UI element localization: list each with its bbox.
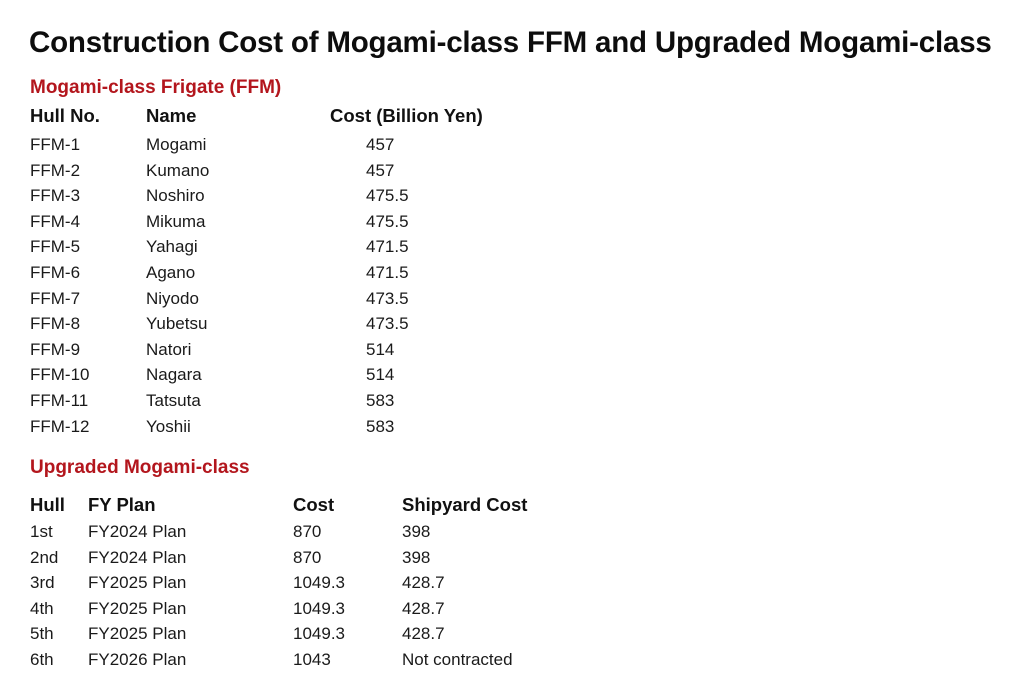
cost-cell: 471.5 xyxy=(366,263,409,282)
hull-no-cell: FFM-8 xyxy=(30,314,81,334)
hull-cell: 2nd xyxy=(30,547,59,567)
table-row: FFM-2 Kumano 457 xyxy=(0,161,1024,186)
hull-cell: 4th xyxy=(30,598,54,618)
upgraded-section-heading: Upgraded Mogami-class xyxy=(30,457,250,478)
table-row: FFM-9 Natori 514 xyxy=(0,340,1024,365)
hull-no-cell: FFM-10 xyxy=(30,365,90,385)
cost-cell: 1049.3 xyxy=(293,573,345,593)
table-row: FFM-5 Yahagi 471.5 xyxy=(0,237,1024,262)
ffm-section-heading: Mogami-class Frigate (FFM) xyxy=(30,77,282,98)
table-row: FFM-10 Nagara 514 xyxy=(0,365,1024,390)
cost-cell: 471.5 xyxy=(366,237,409,257)
shipyard-cost-cell: Not contracted xyxy=(402,650,513,669)
shipyard-cost-cell: 428.7 xyxy=(402,624,445,644)
table-row: FFM-4 Mikuma 475.5 xyxy=(0,212,1024,237)
cost-cell: 473.5 xyxy=(366,314,409,334)
table-row: 5th FY2025 Plan 1049.3 428.7 xyxy=(0,624,1024,649)
fy-plan-cell: FY2025 Plan xyxy=(88,624,187,644)
table-row: 2nd FY2024 Plan 870 398 xyxy=(0,548,1024,573)
name-cell: Mikuma xyxy=(146,211,206,231)
hull-no-cell: FFM-9 xyxy=(30,339,81,359)
cost-cell: 457 xyxy=(366,160,395,180)
hull-cell: 5th xyxy=(30,624,54,644)
name-cell: Kumano xyxy=(146,160,210,180)
table-row: FFM-7 Niyodo 473.5 xyxy=(0,289,1024,314)
cost-cell: 1049.3 xyxy=(293,624,345,644)
column-header-cost: Cost xyxy=(293,494,335,515)
cost-cell: 583 xyxy=(366,391,395,410)
name-cell: Mogami xyxy=(146,135,207,154)
fy-plan-cell: FY2026 Plan xyxy=(88,650,187,669)
shipyard-cost-cell: 428.7 xyxy=(402,573,445,593)
fy-plan-cell: FY2025 Plan xyxy=(88,573,187,593)
table-row: FFM-8 Yubetsu 473.5 xyxy=(0,314,1024,339)
table-row: 6th FY2026 Plan 1043 Not contracted xyxy=(0,650,1024,675)
fy-plan-cell: FY2024 Plan xyxy=(88,522,187,541)
cost-cell: 870 xyxy=(293,522,322,541)
table-row: FFM-1 Mogami 457 xyxy=(0,135,1024,160)
hull-no-cell: FFM-4 xyxy=(30,211,81,231)
cost-cell: 514 xyxy=(366,365,395,385)
name-cell: Agano xyxy=(146,263,196,282)
cost-cell: 583 xyxy=(366,416,395,436)
name-cell: Yubetsu xyxy=(146,314,208,334)
hull-no-cell: FFM-11 xyxy=(30,391,89,410)
name-cell: Noshiro xyxy=(146,186,205,206)
name-cell: Niyodo xyxy=(146,288,199,308)
hull-cell: 3rd xyxy=(30,573,55,593)
table-row: FFM-11 Tatsuta 583 xyxy=(0,391,1024,416)
column-header-cost: Cost (Billion Yen) xyxy=(330,105,483,126)
name-cell: Yahagi xyxy=(146,237,198,257)
column-header-name: Name xyxy=(146,105,197,126)
table-row: FFM-6 Agano 471.5 xyxy=(0,263,1024,288)
hull-no-cell: FFM-1 xyxy=(30,135,81,154)
column-header-shipyard-cost: Shipyard Cost xyxy=(402,494,528,515)
hull-cell: 6th xyxy=(30,650,54,669)
table-row: 3rd FY2025 Plan 1049.3 428.7 xyxy=(0,573,1024,598)
hull-no-cell: FFM-6 xyxy=(30,263,81,282)
table-row: FFM-3 Noshiro 475.5 xyxy=(0,186,1024,211)
cost-cell: 473.5 xyxy=(366,288,409,308)
shipyard-cost-cell: 428.7 xyxy=(402,598,445,618)
page-title: Construction Cost of Mogami-class FFM an… xyxy=(29,26,992,59)
cost-cell: 1043 xyxy=(293,650,331,669)
table-row: FFM-12 Yoshii 583 xyxy=(0,417,1024,442)
fy-plan-cell: FY2024 Plan xyxy=(88,547,187,567)
shipyard-cost-cell: 398 xyxy=(402,522,431,541)
table-row: 4th FY2025 Plan 1049.3 428.7 xyxy=(0,599,1024,624)
column-header-hull-no: Hull No. xyxy=(30,105,100,126)
name-cell: Natori xyxy=(146,339,192,359)
hull-cell: 1st xyxy=(30,522,53,541)
name-cell: Nagara xyxy=(146,365,202,385)
column-header-fy-plan: FY Plan xyxy=(88,494,156,515)
shipyard-cost-cell: 398 xyxy=(402,547,431,567)
hull-no-cell: FFM-2 xyxy=(30,160,81,180)
hull-no-cell: FFM-3 xyxy=(30,186,81,206)
hull-no-cell: FFM-5 xyxy=(30,237,81,257)
name-cell: Yoshii xyxy=(146,416,191,436)
cost-cell: 475.5 xyxy=(366,186,409,206)
name-cell: Tatsuta xyxy=(146,391,201,410)
table-row: 1st FY2024 Plan 870 398 xyxy=(0,522,1024,547)
cost-cell: 475.5 xyxy=(366,211,409,231)
cost-cell: 1049.3 xyxy=(293,598,345,618)
fy-plan-cell: FY2025 Plan xyxy=(88,598,187,618)
cost-cell: 514 xyxy=(366,339,395,359)
hull-no-cell: FFM-7 xyxy=(30,288,81,308)
cost-cell: 870 xyxy=(293,547,322,567)
cost-cell: 457 xyxy=(366,135,395,154)
column-header-hull: Hull xyxy=(30,494,65,515)
hull-no-cell: FFM-12 xyxy=(30,416,90,436)
